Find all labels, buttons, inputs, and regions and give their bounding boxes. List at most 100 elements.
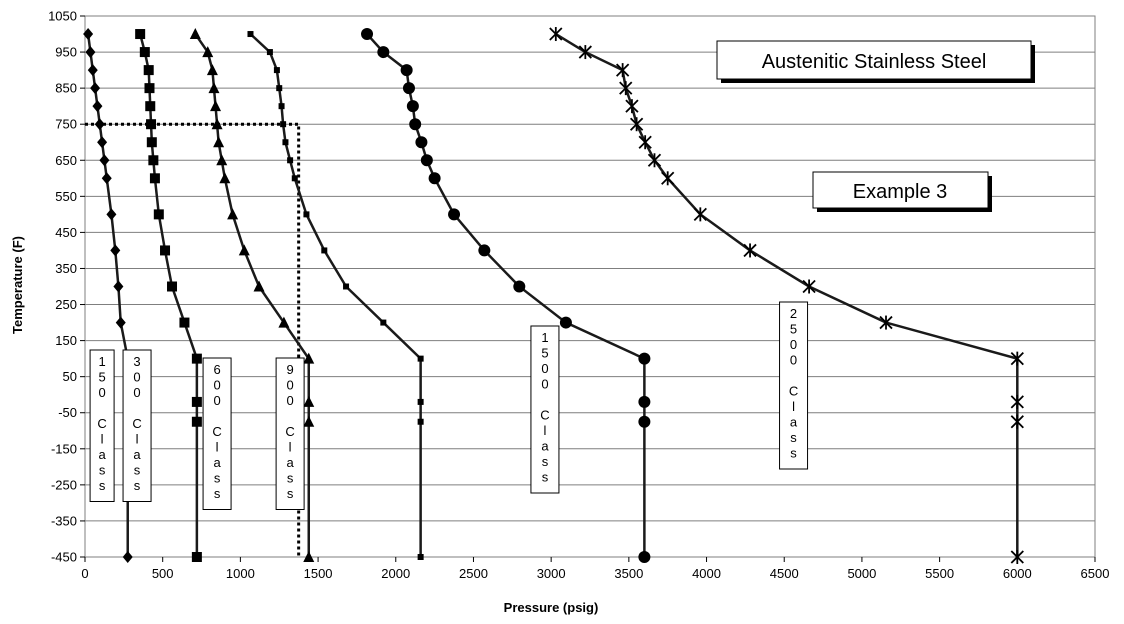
star-marker xyxy=(549,27,563,42)
star-marker xyxy=(661,171,675,186)
x-tick-label: 500 xyxy=(152,566,174,581)
star-marker xyxy=(743,243,757,258)
y-tick-label: 750 xyxy=(55,117,77,132)
class-label-char: s xyxy=(214,486,221,501)
triangle-marker xyxy=(303,551,315,562)
series-600-class xyxy=(189,28,315,562)
square-marker xyxy=(139,47,150,58)
class-label-frame xyxy=(202,357,232,510)
star-marker xyxy=(619,81,633,96)
series-900-class xyxy=(247,31,424,560)
series-300-class xyxy=(135,29,202,562)
square-marker xyxy=(146,119,157,130)
class-label-char: 5 xyxy=(98,370,105,385)
class-label-char: 0 xyxy=(541,377,548,392)
star-marker xyxy=(1010,351,1024,366)
y-tick-label: 850 xyxy=(55,81,77,96)
circle-marker xyxy=(415,136,428,149)
circle-marker xyxy=(638,395,651,408)
triangle-marker xyxy=(211,118,223,130)
y-tick-label: 50 xyxy=(63,369,77,384)
star-marker xyxy=(625,99,639,114)
class-label-char: 0 xyxy=(541,361,548,376)
grid-layer xyxy=(85,15,1095,558)
class-label-char: 0 xyxy=(790,337,797,352)
x-tick-label: 0 xyxy=(81,566,88,581)
diamond-marker xyxy=(87,64,98,77)
dash-marker xyxy=(276,85,283,92)
x-tick-label: 5500 xyxy=(925,566,954,581)
y-tick-label: 150 xyxy=(55,333,77,348)
class-label-frame xyxy=(275,357,305,510)
class-label-char: 5 xyxy=(541,346,548,361)
class-label-char: 3 xyxy=(133,354,140,369)
square-marker xyxy=(149,173,160,184)
circle-marker xyxy=(377,46,390,59)
class-label-frame xyxy=(122,349,152,502)
class-label-char: 0 xyxy=(133,385,140,400)
circle-marker xyxy=(420,154,433,167)
class-label-char: s xyxy=(542,470,549,485)
square-marker xyxy=(153,209,164,220)
circle-marker xyxy=(361,28,374,41)
y-tick-label: -450 xyxy=(51,550,77,565)
triangle-marker xyxy=(208,82,220,94)
class-label-char: a xyxy=(790,415,798,430)
triangle-marker xyxy=(238,244,250,256)
triangle-marker xyxy=(216,154,228,166)
x-tick-label: 3000 xyxy=(537,566,566,581)
x-tick-label: 2500 xyxy=(459,566,488,581)
class-label-char: a xyxy=(541,439,549,454)
circle-marker xyxy=(400,64,413,77)
dash-marker xyxy=(266,49,273,56)
dash-marker xyxy=(417,418,424,425)
star-marker xyxy=(647,153,662,168)
class-label-char: C xyxy=(789,384,798,399)
y-tick-label: 1050 xyxy=(48,9,77,24)
class-label-char: C xyxy=(212,424,221,439)
square-marker xyxy=(191,396,202,407)
class-label-char: s xyxy=(99,478,106,493)
class-label-frame xyxy=(779,301,809,470)
dash-marker xyxy=(280,121,287,128)
series-line xyxy=(555,32,1019,557)
circle-marker xyxy=(513,280,526,293)
class-label-char: a xyxy=(286,455,294,470)
plot-frame xyxy=(84,15,1096,558)
square-marker xyxy=(191,416,202,427)
diamond-marker xyxy=(122,551,133,563)
y-tick-label: 250 xyxy=(55,297,77,312)
class-label-char: C xyxy=(132,416,141,431)
diamond-marker xyxy=(101,172,112,185)
circle-marker xyxy=(559,316,572,329)
class-label-char: s xyxy=(287,486,294,501)
square-marker xyxy=(160,245,171,256)
star-marker xyxy=(615,63,630,78)
x-tick-label: 4500 xyxy=(770,566,799,581)
diamond-marker xyxy=(99,154,110,167)
class-label-char: C xyxy=(97,416,106,431)
star-marker xyxy=(1010,414,1024,429)
dash-marker xyxy=(273,67,280,74)
class-label-char: 0 xyxy=(98,385,105,400)
dash-marker xyxy=(303,211,310,218)
diamond-marker xyxy=(92,100,103,113)
x-tick-label: 6500 xyxy=(1081,566,1110,581)
x-tick-label: 1500 xyxy=(304,566,333,581)
class-label-char: 1 xyxy=(98,354,105,369)
dash-marker xyxy=(321,247,328,254)
class-label-char: 0 xyxy=(213,378,220,393)
dash-marker xyxy=(291,175,298,182)
dash-marker xyxy=(380,319,387,326)
triangle-marker xyxy=(253,280,265,292)
square-marker xyxy=(167,281,178,292)
triangle-marker xyxy=(227,208,239,220)
diamond-marker xyxy=(90,82,101,95)
class-label-char: 1 xyxy=(541,330,548,345)
class-label-char: 0 xyxy=(790,353,797,368)
star-marker xyxy=(693,207,707,222)
